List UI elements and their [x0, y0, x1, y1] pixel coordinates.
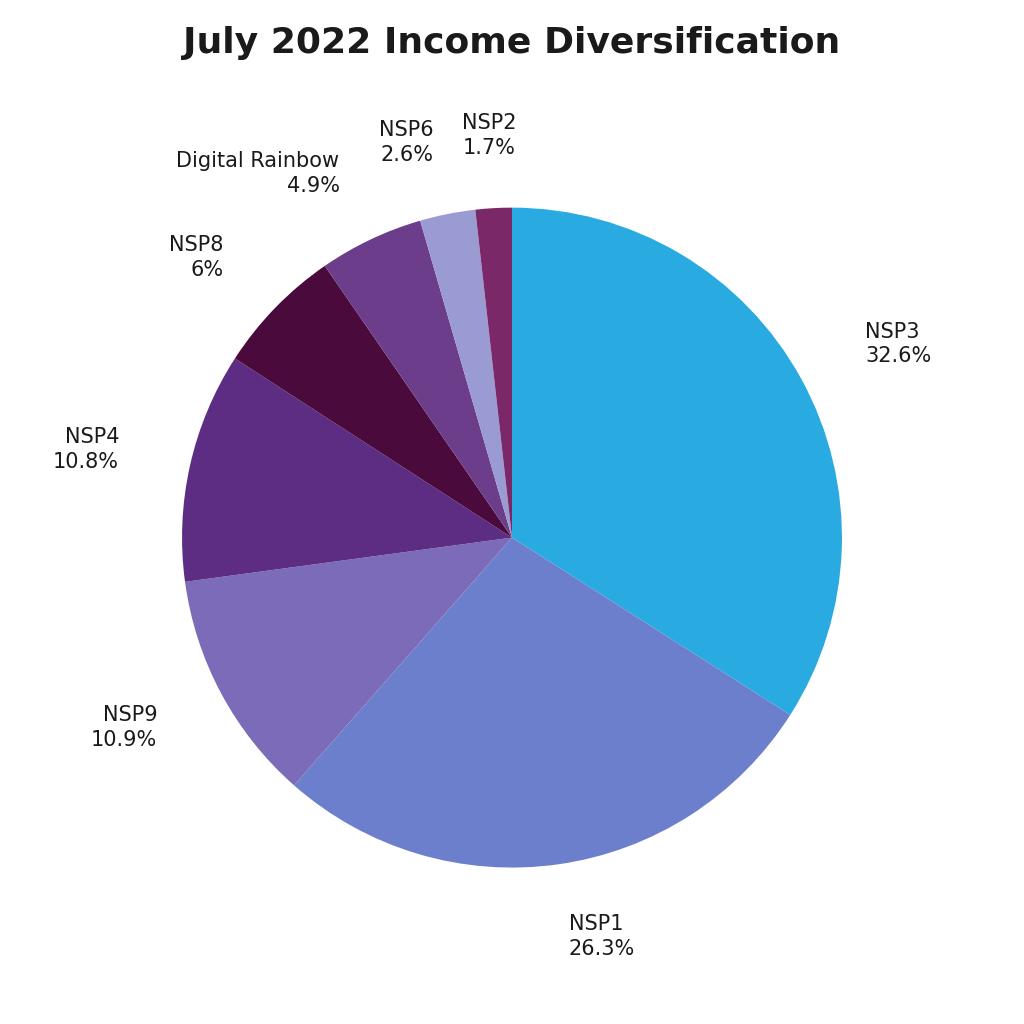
Text: NSP4
10.8%: NSP4 10.8%: [53, 427, 119, 472]
Wedge shape: [294, 538, 791, 867]
Text: NSP3
32.6%: NSP3 32.6%: [865, 322, 931, 367]
Wedge shape: [185, 538, 512, 785]
Wedge shape: [420, 210, 512, 538]
Wedge shape: [475, 208, 512, 538]
Text: NSP1
26.3%: NSP1 26.3%: [568, 913, 635, 958]
Text: NSP6
2.6%: NSP6 2.6%: [379, 121, 433, 165]
Text: NSP9
10.9%: NSP9 10.9%: [91, 706, 157, 751]
Text: Digital Rainbow
4.9%: Digital Rainbow 4.9%: [176, 152, 340, 197]
Text: NSP2
1.7%: NSP2 1.7%: [462, 114, 517, 158]
Text: NSP8
6%: NSP8 6%: [169, 234, 223, 280]
Wedge shape: [182, 358, 512, 582]
Wedge shape: [325, 221, 512, 538]
Wedge shape: [234, 266, 512, 538]
Wedge shape: [512, 208, 842, 715]
Title: July 2022 Income Diversification: July 2022 Income Diversification: [183, 27, 841, 60]
